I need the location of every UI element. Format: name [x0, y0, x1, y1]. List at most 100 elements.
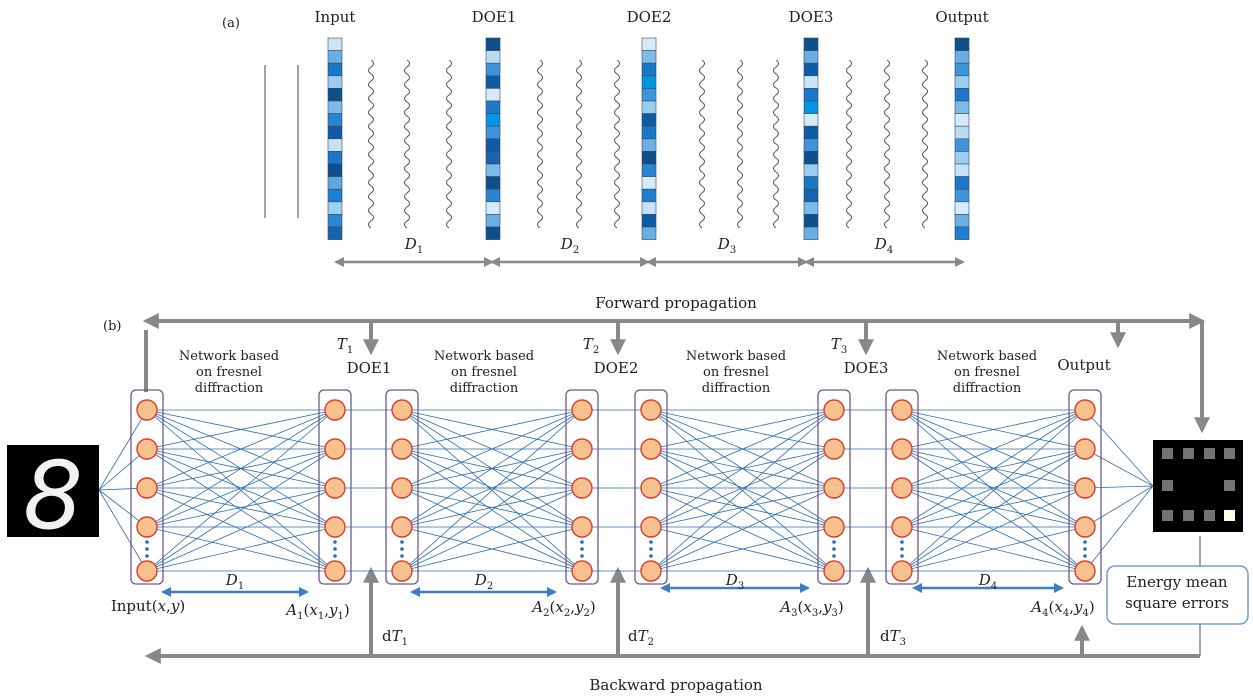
doe2-title: DOE2	[594, 359, 639, 377]
detector-cell	[1204, 448, 1215, 459]
pixel-cell	[954, 75, 970, 89]
neuron-node	[891, 438, 913, 460]
pixel-cell	[485, 50, 501, 64]
neuron-node	[823, 516, 845, 538]
layer-frame-8	[1068, 389, 1102, 585]
neuron-node	[891, 399, 913, 421]
neuron-node	[823, 477, 845, 499]
neuron-node	[571, 438, 593, 460]
wave-line	[537, 59, 543, 229]
neuron-node	[391, 516, 413, 538]
output-detector-image	[1153, 440, 1243, 532]
connection-line	[650, 448, 835, 572]
dim-label-d4: D4	[978, 571, 997, 592]
layer-title-doe3: DOE3	[789, 8, 834, 26]
output-fan-line	[1084, 485, 1154, 528]
neuron-node	[391, 438, 413, 460]
network-label-2: Network based on fresnel diffraction	[434, 349, 534, 396]
pixel-cell	[327, 37, 343, 51]
forward-arrows	[142, 313, 1210, 434]
pixel-cell	[485, 100, 501, 114]
neuron-node	[823, 438, 845, 460]
pixel-cell	[803, 62, 819, 77]
ellipsis-dot	[580, 547, 584, 551]
neuron-node	[136, 438, 158, 460]
output-title: Output	[1057, 356, 1110, 374]
neuron-node	[823, 560, 845, 582]
connection-block-1	[146, 409, 336, 572]
pixel-cell	[641, 226, 657, 240]
connection-line	[650, 409, 835, 450]
pixel-cell	[803, 138, 819, 152]
gradient-label-dt1: dT1	[382, 627, 408, 648]
ellipsis-dot	[400, 547, 404, 551]
pixel-cell	[641, 151, 657, 165]
pixel-cell	[327, 201, 343, 215]
detector-cell	[1162, 510, 1173, 521]
transmittance-label-t1: T1	[337, 335, 353, 356]
neuron-node	[1074, 560, 1096, 582]
plane-label-input: Input(x,y)	[111, 597, 185, 615]
connection-line	[146, 487, 336, 572]
pixel-cell	[327, 226, 343, 240]
detector-cell	[1224, 448, 1235, 459]
neuron-node	[640, 399, 662, 421]
neuron-node	[640, 477, 662, 499]
pixel-cell	[485, 163, 501, 177]
pixel-cell	[485, 151, 501, 165]
network-label-4: Network based on fresnel diffraction	[937, 349, 1037, 396]
pixel-cell	[954, 188, 970, 203]
layer-title-input: Input	[315, 8, 356, 26]
connection-line	[146, 448, 336, 528]
pixel-cell	[954, 176, 970, 190]
pixel-column-doe2	[641, 37, 657, 240]
pixel-cell	[803, 100, 819, 114]
output-fan-line	[1084, 409, 1154, 487]
pixel-cell	[954, 62, 970, 77]
layer-nodes-4	[571, 399, 593, 582]
gradient-labels: dT1 dT2 dT3	[382, 627, 906, 648]
connection-line	[146, 409, 336, 489]
ellipsis-dot	[649, 540, 653, 544]
layer-nodes-7	[891, 399, 913, 582]
pixel-cell	[485, 75, 501, 89]
wave-line	[404, 59, 410, 229]
ellipsis-dot	[649, 554, 653, 558]
network-labels: Network based on fresnel diffraction Networ…	[179, 349, 1037, 396]
ellipsis-dot	[832, 540, 836, 544]
loss-line-1: Energy mean	[1126, 573, 1228, 591]
connection-line	[146, 409, 336, 572]
ellipsis-dot	[333, 540, 337, 544]
ellipsis-dot	[145, 547, 149, 551]
pixel-cell	[803, 201, 819, 215]
pixel-cell	[641, 138, 657, 152]
neuron-node	[324, 516, 346, 538]
neuron-node	[324, 438, 346, 460]
connection-line	[901, 487, 1086, 528]
ellipsis-dot	[333, 547, 337, 551]
neuron-node	[391, 560, 413, 582]
transmittance-label-t2: T2	[583, 335, 599, 356]
dim-label-d1: D1	[225, 571, 244, 592]
plane-label-a1: A1(x1,y1)	[284, 601, 349, 622]
neuron-node	[1074, 516, 1096, 538]
neuron-node	[324, 399, 346, 421]
pixel-cell	[327, 163, 343, 177]
panel-a: (a) Input DOE1 DOE2 DOE3 Output D1 D2 D3 D4	[222, 8, 989, 267]
pixel-cell	[954, 88, 970, 102]
neuron-node	[640, 516, 662, 538]
pixel-cell	[803, 37, 819, 51]
pixel-column-doe1	[485, 37, 501, 240]
backward-arrows	[144, 536, 1201, 664]
output-fan-line	[1084, 485, 1154, 572]
neuron-node	[823, 399, 845, 421]
doe3-title: DOE3	[844, 359, 889, 377]
layer-title-doe1: DOE1	[472, 8, 517, 26]
connection-line	[901, 409, 1086, 528]
connection-line	[901, 409, 1086, 489]
connection-line	[901, 487, 1086, 572]
pixel-cell	[327, 113, 343, 127]
neuron-node	[1074, 438, 1096, 460]
connection-line	[650, 487, 835, 528]
pixel-cell	[485, 113, 501, 127]
